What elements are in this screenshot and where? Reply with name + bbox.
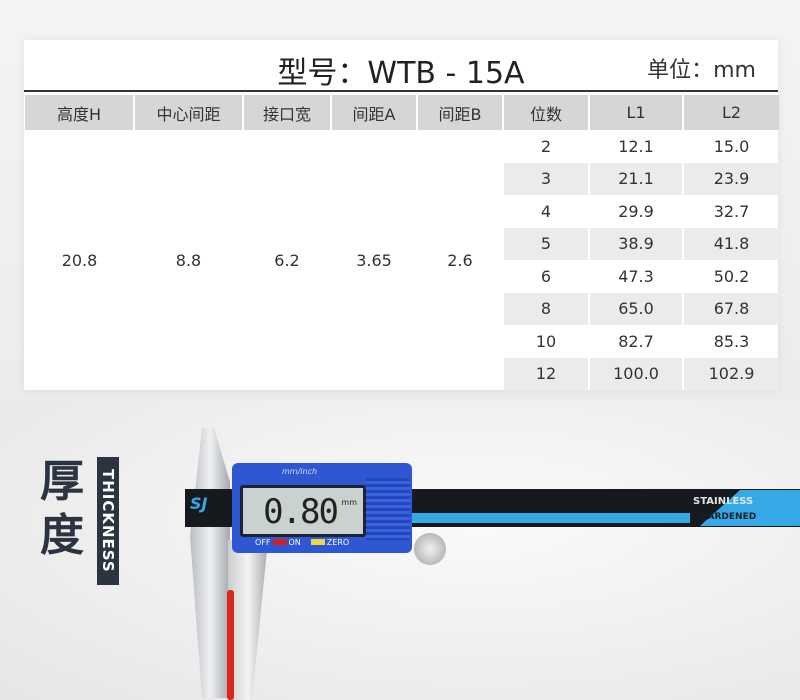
table-cell: 41.8 [682, 227, 779, 260]
thickness-label-cn: 厚度 [40, 456, 84, 561]
stainless-text: STAINLESS [693, 496, 754, 507]
table-cell: 8 [502, 292, 589, 325]
model-title: 型号：WTB - 15A [277, 56, 525, 91]
table-cell: 100.0 [588, 357, 683, 390]
table-row: 5 38.9 41.8 [25, 227, 779, 260]
off-label: OFF [255, 538, 271, 547]
locking-knob [414, 533, 446, 565]
on-label: ON [288, 538, 301, 547]
table-cell: 15.0 [682, 130, 779, 163]
table-cell: 5 [502, 227, 589, 260]
table-cell: 2 [502, 130, 589, 163]
column-header: 间距B [416, 95, 503, 130]
table-cell: 23.9 [682, 162, 779, 195]
table-cell: 6 [502, 260, 589, 293]
caliper-buttons: OFF ON ZERO [255, 538, 349, 547]
title-bar: 型号：WTB - 15A 单位：mm [24, 40, 778, 92]
table-row: 6 47.3 50.2 [25, 260, 779, 293]
merged-cell: 20.8 [24, 130, 134, 390]
table-cell: 38.9 [588, 227, 683, 260]
table-cell: 82.7 [588, 325, 683, 358]
table-cell: 85.3 [682, 325, 779, 358]
merged-cell: 6.2 [242, 130, 331, 390]
table-cell: 29.9 [588, 195, 683, 228]
table-cell: 67.8 [682, 292, 779, 325]
table-row: 3 21.1 23.9 [25, 162, 779, 195]
merged-cell: 8.8 [133, 130, 243, 390]
column-header: L1 [588, 95, 683, 130]
table-cell: 12.1 [588, 130, 683, 163]
table-row: 20.8 8.8 6.2 3.65 2.6 2 12.1 15.0 [24, 130, 779, 390]
table-cell: 32.7 [682, 195, 779, 228]
merged-cell: 3.65 [330, 130, 417, 390]
mode-button-label: mm/inch [282, 467, 318, 476]
lcd-display: 0.80 mm [240, 485, 366, 537]
spec-table: 高度H 中心间距 接口宽 间距A 间距B 位数 L1 L2 20.8 8.8 6.2 3.65 2.6… [24, 95, 779, 390]
lcd-reading: 0.80 [263, 492, 339, 532]
power-button [272, 539, 287, 545]
table-row: 4 29.9 32.7 [25, 195, 779, 228]
zero-label: ZERO [326, 538, 350, 547]
table-cell: 10 [502, 325, 589, 358]
table-cell: 3 [502, 162, 589, 195]
thumb-roller [365, 478, 410, 540]
column-header: 高度H [25, 95, 134, 130]
table-cell: 4 [502, 195, 589, 228]
lcd-unit: mm [341, 498, 357, 507]
table-cell: 47.3 [588, 260, 683, 293]
red-wire [227, 590, 234, 700]
zero-button [310, 539, 325, 545]
unit-label: 单位：mm [647, 58, 756, 83]
spec-card: 型号：WTB - 15A 单位：mm 高度H 中心间距 接口宽 间距A 间距B 位数 L1 L… [24, 40, 779, 390]
column-header: 间距A [330, 95, 417, 130]
brand-logo: SJ [190, 494, 208, 513]
table-row: 10 82.7 85.3 [25, 325, 779, 358]
column-header: L2 [682, 95, 779, 130]
table-cell: 65.0 [588, 292, 683, 325]
thickness-label-en: THICKNESS [97, 457, 119, 585]
merged-cell: 2.6 [416, 130, 503, 390]
table-row: 8 65.0 67.8 [25, 292, 779, 325]
hardened-text: HARDENED [700, 512, 757, 522]
table-cell: 21.1 [588, 162, 683, 195]
caliper-scale [410, 513, 690, 523]
table-cell: 50.2 [682, 260, 779, 293]
column-header: 中心间距 [133, 95, 243, 130]
column-header: 接口宽 [242, 95, 331, 130]
column-header: 位数 [502, 95, 589, 130]
table-cell: 102.9 [682, 357, 779, 390]
table-row: 12 100.0 102.9 [25, 357, 779, 390]
table-cell: 12 [502, 357, 589, 390]
